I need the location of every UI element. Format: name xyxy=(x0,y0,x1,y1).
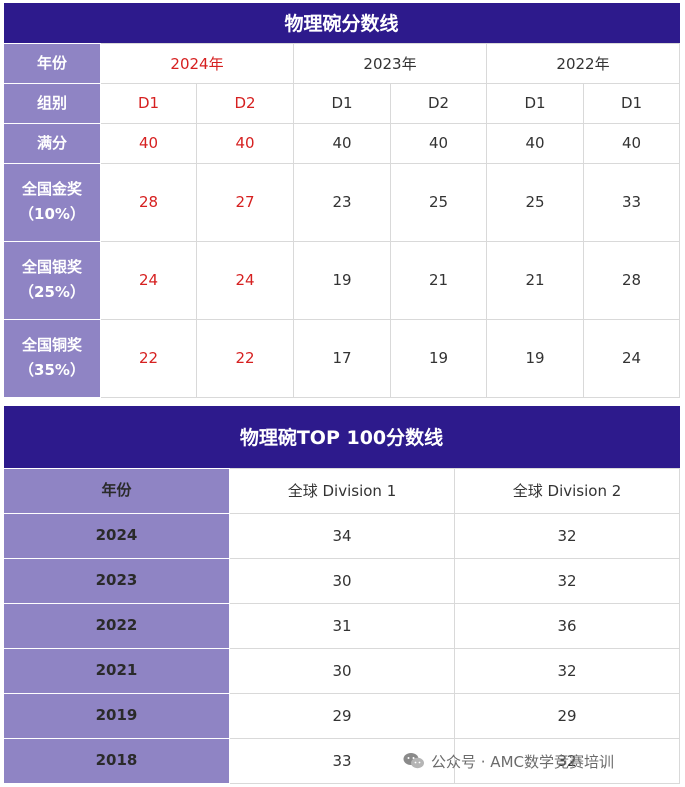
table-title: 物理碗分数线 xyxy=(3,3,680,43)
score-cell: 19 xyxy=(293,240,391,320)
top100-table: 物理碗TOP 100分数线 年份 全球 Division 1 全球 Divisi… xyxy=(3,406,681,784)
row-header-gold: 全国金奖 （10%） xyxy=(3,162,101,242)
row-header-full: 满分 xyxy=(3,122,101,164)
year-cell: 2024 xyxy=(3,512,230,559)
table-row: 2019 29 29 xyxy=(3,692,681,739)
score-cell: 19 xyxy=(486,318,584,398)
score-cell: 40 xyxy=(196,122,294,164)
table-row: 2024 34 32 xyxy=(3,512,681,559)
bronze-label: 全国铜奖 xyxy=(21,336,82,354)
silver-label: 全国银奖 xyxy=(21,258,82,276)
score-cell: 17 xyxy=(293,318,391,398)
score-cell: 34 xyxy=(229,512,455,559)
group-cell: D2 xyxy=(196,82,294,124)
group-cell: D1 xyxy=(582,82,681,124)
score-cell: 21 xyxy=(390,240,487,320)
score-cell: 27 xyxy=(196,162,294,242)
row-header-group: 组别 xyxy=(3,82,101,124)
score-cell: 25 xyxy=(390,162,487,242)
table-title: 物理碗TOP 100分数线 xyxy=(3,406,680,468)
table-row: 2022 31 36 xyxy=(3,602,681,649)
group-cell: D1 xyxy=(486,82,584,124)
score-cell: 19 xyxy=(390,318,487,398)
year-header: 2023年 xyxy=(293,42,487,84)
score-cell: 22 xyxy=(100,318,197,398)
column-header-d2: 全球 Division 2 xyxy=(453,467,681,514)
score-cell: 30 xyxy=(229,557,455,604)
score-cell: 32 xyxy=(453,647,681,694)
group-cell: D2 xyxy=(390,82,487,124)
row-header-year: 年份 xyxy=(3,42,101,84)
score-cell: 40 xyxy=(293,122,391,164)
column-header-d1: 全球 Division 1 xyxy=(229,467,455,514)
score-cell: 28 xyxy=(100,162,197,242)
score-cell: 36 xyxy=(453,602,681,649)
score-cell: 21 xyxy=(486,240,584,320)
watermark: 公众号 · AMC数学竞赛培训 xyxy=(403,746,673,776)
score-cell: 23 xyxy=(293,162,391,242)
score-cell: 40 xyxy=(486,122,584,164)
table-row: 2021 30 32 xyxy=(3,647,681,694)
score-cell: 24 xyxy=(196,240,294,320)
score-cell: 32 xyxy=(453,512,681,559)
group-cell: D1 xyxy=(293,82,391,124)
group-cell: D1 xyxy=(100,82,197,124)
score-cell: 24 xyxy=(582,318,681,398)
wechat-icon xyxy=(403,752,425,770)
score-cell: 29 xyxy=(453,692,681,739)
year-cell: 2018 xyxy=(3,737,230,784)
year-cell: 2021 xyxy=(3,647,230,694)
row-header-bronze: 全国铜奖 （35%） xyxy=(3,318,101,398)
score-cell: 29 xyxy=(229,692,455,739)
score-cell: 33 xyxy=(582,162,681,242)
score-cell: 24 xyxy=(100,240,197,320)
score-cell: 40 xyxy=(100,122,197,164)
bronze-percent: （35%） xyxy=(19,361,85,379)
year-header: 2024年 xyxy=(100,42,294,84)
score-cell: 40 xyxy=(582,122,681,164)
score-cell: 25 xyxy=(486,162,584,242)
year-cell: 2019 xyxy=(3,692,230,739)
column-header-year: 年份 xyxy=(3,467,230,514)
row-header-silver: 全国银奖 （25%） xyxy=(3,240,101,320)
score-table: 物理碗分数线 年份 2024年 2023年 2022年 组别 D1 D2 D1 … xyxy=(3,3,681,398)
gold-percent: （10%） xyxy=(19,205,85,223)
score-cell: 40 xyxy=(390,122,487,164)
table-row: 2023 30 32 xyxy=(3,557,681,604)
year-header: 2022年 xyxy=(485,42,681,84)
year-cell: 2023 xyxy=(3,557,230,604)
score-cell: 31 xyxy=(229,602,455,649)
silver-percent: （25%） xyxy=(19,283,85,301)
watermark-text: 公众号 · AMC数学竞赛培训 xyxy=(431,752,614,771)
gold-label: 全国金奖 xyxy=(21,180,82,198)
score-cell: 22 xyxy=(196,318,294,398)
score-cell: 32 xyxy=(453,557,681,604)
score-cell: 28 xyxy=(582,240,681,320)
score-cell: 30 xyxy=(229,647,455,694)
score-cell: 32 xyxy=(453,737,681,784)
year-cell: 2022 xyxy=(3,602,230,649)
table-row: 2018 33 32 xyxy=(3,737,681,784)
